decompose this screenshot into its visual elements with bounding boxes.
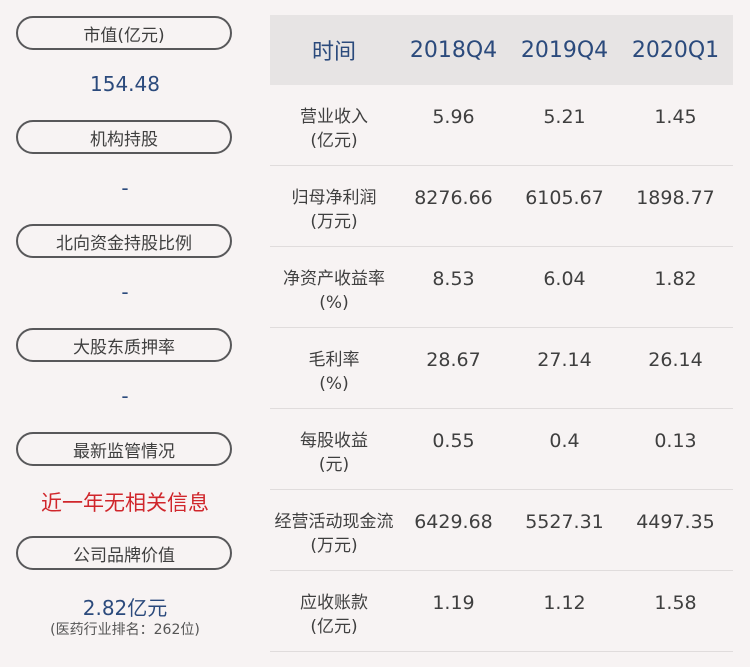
pledge-value: - <box>121 384 129 408</box>
table-row: 毛利率 (%) 28.67 27.14 26.14 <box>270 328 733 409</box>
row-label: 净资产收益率 (%) <box>283 269 385 313</box>
header-period: 2020Q1 <box>631 37 720 63</box>
table-row: 每股收益 (元) 0.55 0.4 0.13 <box>270 409 733 490</box>
row-value: 6.04 <box>543 268 586 290</box>
row-value: 0.55 <box>432 430 475 452</box>
row-label: 应收账款 (亿元) <box>300 593 368 637</box>
market-cap-label: 市值(亿元) <box>16 16 232 50</box>
left-panel: 市值(亿元) 154.48 机构持股 - 北向资金持股比例 - 大股东质押率 -… <box>0 0 250 667</box>
row-label: 经营活动现金流 (万元) <box>274 512 394 556</box>
institution-label: 机构持股 <box>16 120 232 154</box>
row-value: 1.12 <box>543 592 586 614</box>
table-header: 时间 2018Q4 2019Q4 2020Q1 <box>270 15 733 85</box>
row-value: 1.58 <box>654 592 697 614</box>
row-label: 归母净利润 (万元) <box>291 188 377 232</box>
row-value: 1.82 <box>654 268 697 290</box>
table-row: 归母净利润 (万元) 8276.66 6105.67 1898.77 <box>270 166 733 247</box>
row-value: 8.53 <box>432 268 475 290</box>
header-period: 2019Q4 <box>520 37 609 63</box>
northbound-label: 北向资金持股比例 <box>16 224 232 258</box>
regulation-value: 近一年无相关信息 <box>41 491 209 515</box>
brand-label: 公司品牌价值 <box>16 536 232 570</box>
row-value: 0.4 <box>549 430 580 452</box>
pledge-label: 大股东质押率 <box>16 328 232 362</box>
row-value: 6429.68 <box>414 511 493 533</box>
row-value: 1898.77 <box>636 187 715 209</box>
regulation-label: 最新监管情况 <box>16 432 232 466</box>
row-label: 每股收益 (元) <box>300 431 368 475</box>
row-value: 5527.31 <box>525 511 604 533</box>
financial-table: 时间 2018Q4 2019Q4 2020Q1 营业收入 (亿元) 5.96 5.… <box>270 15 733 652</box>
row-value: 1.45 <box>654 106 697 128</box>
brand-value: 2.82亿元 <box>82 596 168 620</box>
row-value: 8276.66 <box>414 187 493 209</box>
row-value: 5.96 <box>432 106 475 128</box>
table-row: 净资产收益率 (%) 8.53 6.04 1.82 <box>270 247 733 328</box>
row-value: 6105.67 <box>525 187 604 209</box>
row-value: 26.14 <box>648 349 703 371</box>
table-row: 经营活动现金流 (万元) 6429.68 5527.31 4497.35 <box>270 490 733 571</box>
market-cap-value: 154.48 <box>90 72 160 96</box>
row-label: 营业收入 (亿元) <box>300 107 368 151</box>
table-row: 营业收入 (亿元) 5.96 5.21 1.45 <box>270 85 733 166</box>
northbound-value: - <box>121 280 129 304</box>
header-time: 时间 <box>311 40 356 65</box>
institution-value: - <box>121 176 129 200</box>
table-row: 应收账款 (亿元) 1.19 1.12 1.58 <box>270 571 733 652</box>
row-value: 27.14 <box>537 349 592 371</box>
row-label: 毛利率 (%) <box>308 350 360 394</box>
row-value: 4497.35 <box>636 511 715 533</box>
brand-rank: (医药行业排名：262位) <box>50 622 200 638</box>
row-value: 0.13 <box>654 430 697 452</box>
row-value: 5.21 <box>543 106 586 128</box>
row-value: 1.19 <box>432 592 475 614</box>
row-value: 28.67 <box>426 349 481 371</box>
header-period: 2018Q4 <box>409 37 498 63</box>
